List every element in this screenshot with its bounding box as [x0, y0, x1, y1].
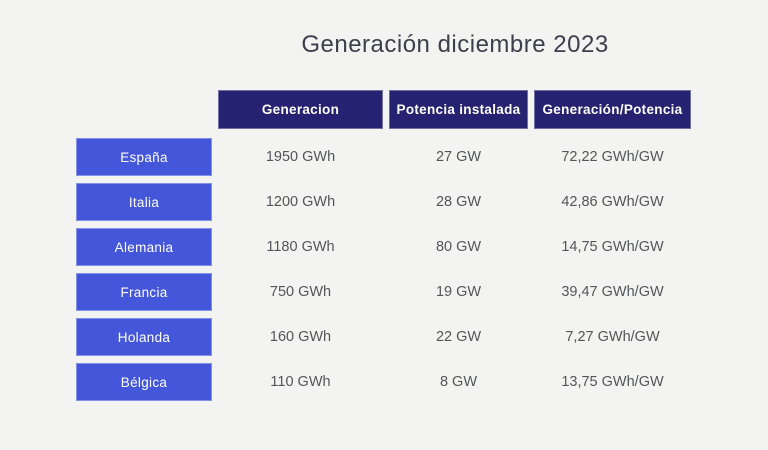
corner-spacer: [76, 90, 212, 138]
page-title: Generación diciembre 2023: [301, 31, 609, 58]
country-label: Alemania: [76, 228, 212, 266]
generacion-value: 750 GWh: [269, 284, 332, 300]
table-row-label-cell: Francia: [76, 273, 212, 318]
country-label: Francia: [76, 273, 212, 311]
table-row-label-cell: Bélgica: [76, 363, 212, 408]
table-row-label-cell: Holanda: [76, 318, 212, 363]
table-row-label-cell: Italia: [76, 183, 212, 228]
potencia-value: 27 GW: [435, 149, 482, 165]
country-label: Holanda: [76, 318, 212, 356]
country-label: España: [76, 138, 212, 176]
generacion-value: 160 GWh: [269, 329, 332, 345]
column-header-generacion: Generacion: [218, 90, 383, 129]
ratio-value: 14,75 GWh/GW: [561, 239, 664, 255]
potencia-value: 80 GW: [435, 239, 482, 255]
ratio-value: 39,47 GWh/GW: [561, 284, 664, 300]
column-header-generacion-potencia: Generación/Potencia: [534, 90, 691, 129]
table-row-label-cell: España: [76, 138, 212, 183]
generacion-value: 1950 GWh: [265, 149, 336, 165]
potencia-value: 28 GW: [435, 194, 482, 210]
generacion-value: 1180 GWh: [266, 239, 335, 255]
ratio-value: 72,22 GWh/GW: [561, 149, 664, 165]
generacion-value: 1200 GWh: [265, 194, 336, 210]
potencia-value: 19 GW: [435, 284, 482, 300]
country-label: Bélgica: [76, 363, 212, 401]
generation-table: Generacion Potencia instalada Generación…: [76, 90, 691, 408]
potencia-value: 8 GW: [439, 374, 478, 390]
generacion-value: 110 GWh: [270, 374, 331, 390]
ratio-value: 7,27 GWh/GW: [565, 329, 660, 345]
table-row-label-cell: Alemania: [76, 228, 212, 273]
column-header-potencia-instalada: Potencia instalada: [389, 90, 528, 129]
ratio-value: 42,86 GWh/GW: [561, 194, 664, 210]
ratio-value: 13,75 GWh/GW: [561, 374, 664, 390]
potencia-value: 22 GW: [435, 329, 482, 345]
country-label: Italia: [76, 183, 212, 221]
